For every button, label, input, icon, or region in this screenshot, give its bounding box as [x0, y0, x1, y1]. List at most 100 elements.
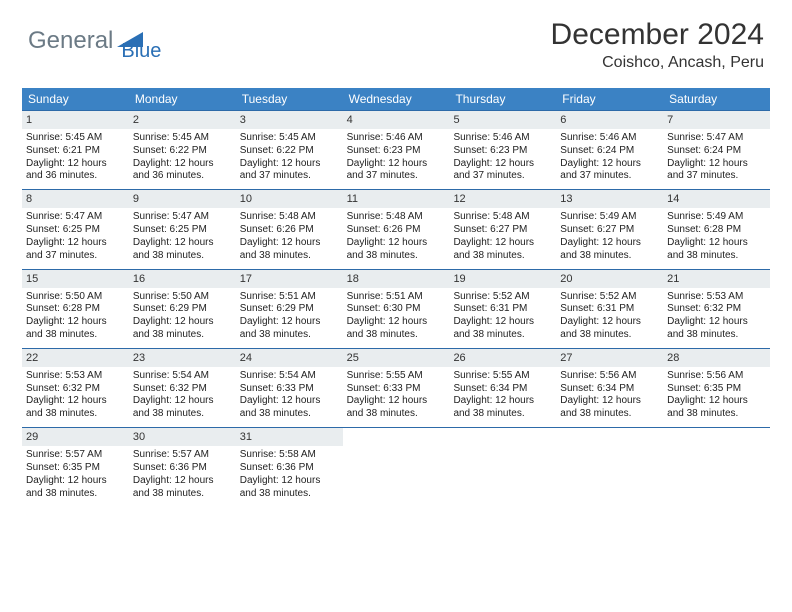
daylight-line: Daylight: 12 hours and 38 minutes.	[240, 395, 339, 421]
day-cell: 27 Sunrise: 5:56 AMSunset: 6:34 PMDayligh…	[556, 349, 663, 427]
week-row: 8Sunrise: 5:47 AMSunset: 6:25 PMDaylight…	[22, 189, 770, 268]
sunset-line: Sunset: 6:27 PM	[453, 224, 552, 237]
day-number: 21	[663, 270, 770, 288]
day-number: 4	[343, 111, 450, 129]
sunset-line: Sunset: 6:22 PM	[133, 145, 232, 158]
day-header: Saturday	[663, 88, 770, 110]
daylight-line: Daylight: 12 hours and 38 minutes.	[240, 237, 339, 263]
day-cell: 17Sunrise: 5:51 AMSunset: 6:29 PMDayligh…	[236, 270, 343, 348]
sunrise-line: Sunrise: 5:46 AM	[347, 132, 446, 145]
day-cell: 1Sunrise: 5:45 AMSunset: 6:21 PMDaylight…	[22, 111, 129, 189]
day-number: 27	[556, 349, 663, 367]
day-number: 3	[236, 111, 343, 129]
sunrise-line: Sunrise: 5:49 AM	[560, 211, 659, 224]
day-number: 23	[129, 349, 236, 367]
sunrise-line: Sunrise: 5:52 AM	[560, 291, 659, 304]
logo-text-general: General	[28, 27, 113, 55]
day-number: 6	[556, 111, 663, 129]
day-header: Sunday	[22, 88, 129, 110]
day-cell: .	[556, 428, 663, 506]
day-cell: 20Sunrise: 5:52 AMSunset: 6:31 PMDayligh…	[556, 270, 663, 348]
title-block: December 2024 Coishco, Ancash, Peru	[551, 18, 764, 72]
day-number: 18	[343, 270, 450, 288]
daylight-line: Daylight: 12 hours and 38 minutes.	[453, 316, 552, 342]
sunset-line: Sunset: 6:36 PM	[240, 462, 339, 475]
week-row: 22Sunrise: 5:53 AMSunset: 6:32 PMDayligh…	[22, 348, 770, 427]
sunrise-line: Sunrise: 5:57 AM	[133, 449, 232, 462]
day-number: 28	[663, 349, 770, 367]
day-cell: 30Sunrise: 5:57 AMSunset: 6:36 PMDayligh…	[129, 428, 236, 506]
day-number: 10	[236, 190, 343, 208]
sunrise-line: Sunrise: 5:54 AM	[240, 370, 339, 383]
sunset-line: Sunset: 6:24 PM	[560, 145, 659, 158]
day-header: Thursday	[449, 88, 556, 110]
sunrise-line: Sunrise: 5:49 AM	[667, 211, 766, 224]
daylight-line: Daylight: 12 hours and 38 minutes.	[133, 475, 232, 501]
daylight-line: Daylight: 12 hours and 38 minutes.	[240, 475, 339, 501]
day-number: 1	[22, 111, 129, 129]
sunset-line: Sunset: 6:31 PM	[560, 303, 659, 316]
daylight-line: Daylight: 12 hours and 38 minutes.	[347, 316, 446, 342]
sunset-line: Sunset: 6:21 PM	[26, 145, 125, 158]
day-number: 19	[449, 270, 556, 288]
sunset-line: Sunset: 6:32 PM	[26, 383, 125, 396]
sunrise-line: Sunrise: 5:45 AM	[240, 132, 339, 145]
day-number: 7	[663, 111, 770, 129]
day-number: 16	[129, 270, 236, 288]
sunrise-line: Sunrise: 5:53 AM	[667, 291, 766, 304]
daylight-line: Daylight: 12 hours and 38 minutes.	[133, 395, 232, 421]
sunrise-line: Sunrise: 5:47 AM	[26, 211, 125, 224]
day-cell: 13Sunrise: 5:49 AMSunset: 6:27 PMDayligh…	[556, 190, 663, 268]
sunrise-line: Sunrise: 5:50 AM	[133, 291, 232, 304]
day-cell: 21Sunrise: 5:53 AMSunset: 6:32 PMDayligh…	[663, 270, 770, 348]
calendar: SundayMondayTuesdayWednesdayThursdayFrid…	[22, 88, 770, 506]
daylight-line: Daylight: 12 hours and 38 minutes.	[667, 395, 766, 421]
sunrise-line: Sunrise: 5:48 AM	[347, 211, 446, 224]
day-number: 22	[22, 349, 129, 367]
sunrise-line: Sunrise: 5:55 AM	[453, 370, 552, 383]
sunset-line: Sunset: 6:33 PM	[347, 383, 446, 396]
sunset-line: Sunset: 6:23 PM	[453, 145, 552, 158]
logo: General Blue	[28, 18, 161, 63]
daylight-line: Daylight: 12 hours and 38 minutes.	[560, 395, 659, 421]
day-cell: 26Sunrise: 5:55 AMSunset: 6:34 PMDayligh…	[449, 349, 556, 427]
sunrise-line: Sunrise: 5:47 AM	[667, 132, 766, 145]
day-number: 31	[236, 428, 343, 446]
day-number: 29	[22, 428, 129, 446]
day-number: 24	[236, 349, 343, 367]
daylight-line: Daylight: 12 hours and 38 minutes.	[347, 237, 446, 263]
daylight-line: Daylight: 12 hours and 38 minutes.	[667, 316, 766, 342]
day-cell: 18Sunrise: 5:51 AMSunset: 6:30 PMDayligh…	[343, 270, 450, 348]
sunrise-line: Sunrise: 5:47 AM	[133, 211, 232, 224]
day-cell: 24Sunrise: 5:54 AMSunset: 6:33 PMDayligh…	[236, 349, 343, 427]
day-cell: .	[663, 428, 770, 506]
sunrise-line: Sunrise: 5:46 AM	[560, 132, 659, 145]
sunrise-line: Sunrise: 5:56 AM	[560, 370, 659, 383]
day-number: 14	[663, 190, 770, 208]
day-cell: 23Sunrise: 5:54 AMSunset: 6:32 PMDayligh…	[129, 349, 236, 427]
daylight-line: Daylight: 12 hours and 38 minutes.	[560, 237, 659, 263]
day-cell: 10Sunrise: 5:48 AMSunset: 6:26 PMDayligh…	[236, 190, 343, 268]
day-number: 5	[449, 111, 556, 129]
day-cell: 25Sunrise: 5:55 AMSunset: 6:33 PMDayligh…	[343, 349, 450, 427]
sunset-line: Sunset: 6:34 PM	[560, 383, 659, 396]
sunset-line: Sunset: 6:25 PM	[26, 224, 125, 237]
daylight-line: Daylight: 12 hours and 38 minutes.	[26, 475, 125, 501]
sunset-line: Sunset: 6:34 PM	[453, 383, 552, 396]
sunrise-line: Sunrise: 5:55 AM	[347, 370, 446, 383]
day-number: 26	[449, 349, 556, 367]
sunset-line: Sunset: 6:24 PM	[667, 145, 766, 158]
sunset-line: Sunset: 6:31 PM	[453, 303, 552, 316]
day-cell: 6Sunrise: 5:46 AMSunset: 6:24 PMDaylight…	[556, 111, 663, 189]
sunrise-line: Sunrise: 5:51 AM	[347, 291, 446, 304]
day-header: Wednesday	[343, 88, 450, 110]
sunrise-line: Sunrise: 5:51 AM	[240, 291, 339, 304]
day-cell: .	[449, 428, 556, 506]
day-cell: 8Sunrise: 5:47 AMSunset: 6:25 PMDaylight…	[22, 190, 129, 268]
sunset-line: Sunset: 6:35 PM	[667, 383, 766, 396]
day-cell: 15Sunrise: 5:50 AMSunset: 6:28 PMDayligh…	[22, 270, 129, 348]
daylight-line: Daylight: 12 hours and 38 minutes.	[347, 395, 446, 421]
week-row: 29Sunrise: 5:57 AMSunset: 6:35 PMDayligh…	[22, 427, 770, 506]
week-row: 15Sunrise: 5:50 AMSunset: 6:28 PMDayligh…	[22, 269, 770, 348]
day-number: 30	[129, 428, 236, 446]
